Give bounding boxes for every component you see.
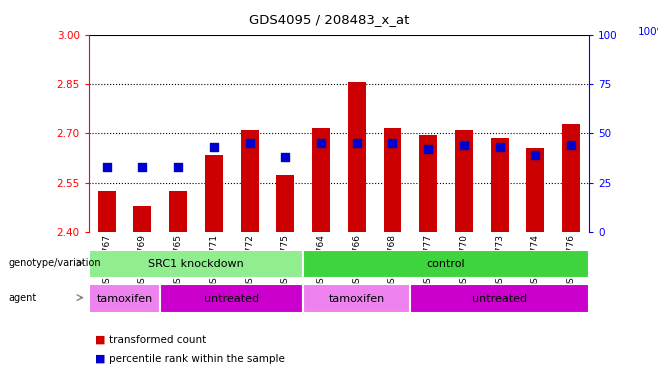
Text: control: control — [427, 259, 465, 269]
Bar — [161, 284, 303, 313]
Bar — [89, 284, 161, 313]
Bar — [384, 129, 401, 232]
Point — [244, 140, 255, 146]
Point — [387, 140, 397, 146]
Bar — [98, 191, 116, 232]
Text: percentile rank within the sample: percentile rank within the sample — [109, 354, 284, 364]
Point — [173, 164, 184, 170]
Point — [566, 142, 576, 148]
Bar — [491, 138, 509, 232]
Text: agent: agent — [9, 293, 37, 303]
Bar — [411, 284, 589, 313]
Bar — [348, 82, 366, 232]
Point — [530, 152, 541, 158]
Bar — [303, 250, 589, 278]
Text: ■: ■ — [95, 335, 106, 345]
Text: SRC1 knockdown: SRC1 knockdown — [148, 259, 244, 269]
Bar — [205, 155, 223, 232]
Text: untreated: untreated — [472, 293, 527, 304]
Bar — [562, 124, 580, 232]
Bar — [276, 175, 294, 232]
Point — [459, 142, 469, 148]
Bar — [241, 130, 259, 232]
Point — [316, 140, 326, 146]
Point — [494, 144, 505, 151]
Bar — [134, 206, 151, 232]
Bar — [526, 148, 544, 232]
Point — [280, 154, 291, 160]
Text: GDS4095 / 208483_x_at: GDS4095 / 208483_x_at — [249, 13, 409, 26]
Bar — [419, 135, 437, 232]
Bar — [169, 191, 187, 232]
Text: ■: ■ — [95, 354, 106, 364]
Bar — [312, 129, 330, 232]
Text: genotype/variation: genotype/variation — [9, 258, 101, 268]
Text: untreated: untreated — [204, 293, 259, 304]
Bar — [303, 284, 411, 313]
Bar — [455, 130, 473, 232]
Point — [351, 140, 362, 146]
Bar — [89, 250, 303, 278]
Text: tamoxifen: tamoxifen — [328, 293, 385, 304]
Text: tamoxifen: tamoxifen — [97, 293, 153, 304]
Text: transformed count: transformed count — [109, 335, 206, 345]
Point — [137, 164, 147, 170]
Point — [209, 144, 219, 151]
Text: 100%: 100% — [638, 27, 658, 37]
Point — [423, 146, 434, 152]
Point — [101, 164, 112, 170]
